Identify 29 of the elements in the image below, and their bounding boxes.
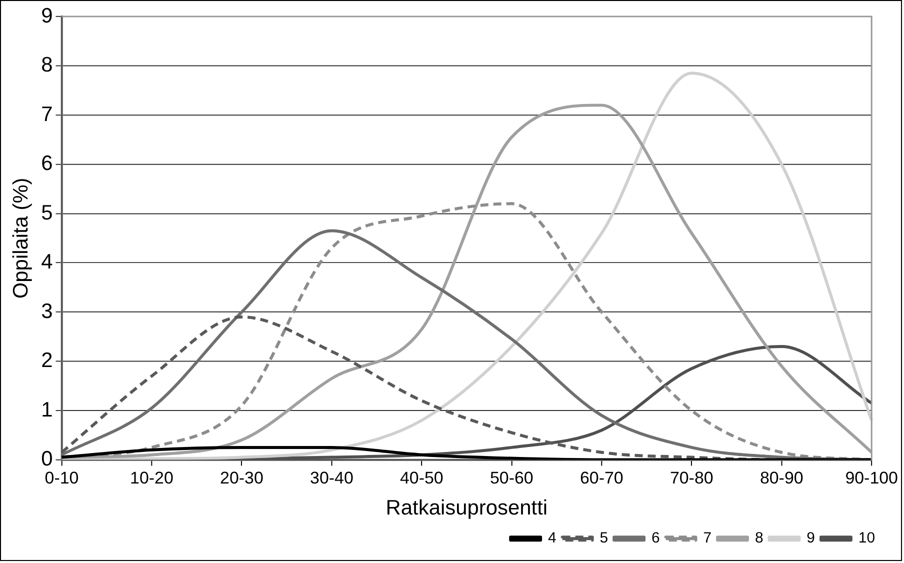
y-tick-label: 9 — [41, 4, 53, 28]
x-tick-label: 0-10 — [44, 468, 79, 488]
legend-label: 6 — [652, 530, 660, 547]
x-tick-label: 90-100 — [845, 468, 898, 488]
y-tick-label: 5 — [41, 201, 53, 224]
legend-label: 10 — [858, 530, 876, 547]
y-tick-label: 8 — [41, 54, 53, 77]
x-axis-title: Ratkaisuprosentti — [386, 496, 548, 520]
x-tick-label: 80-90 — [760, 468, 804, 488]
legend-label: 7 — [703, 530, 712, 547]
y-tick-label: 4 — [41, 250, 54, 274]
y-tick-label: 1 — [41, 398, 53, 422]
y-axis-title: Oppilaita (%) — [9, 178, 32, 299]
x-tick-label: 20-30 — [220, 468, 264, 488]
x-tick-label: 40-50 — [400, 468, 444, 488]
legend-label: 5 — [600, 530, 608, 547]
x-tick-label: 30-40 — [310, 468, 354, 488]
legend-label: 9 — [806, 530, 815, 547]
legend-label: 8 — [754, 530, 764, 547]
y-tick-label: 7 — [41, 102, 53, 126]
x-tick-label: 70-80 — [670, 468, 714, 488]
y-tick-label: 6 — [41, 152, 53, 176]
x-tick-label: 60-70 — [580, 468, 624, 488]
y-tick-label: 2 — [41, 349, 53, 372]
x-tick-label: 10-20 — [130, 468, 174, 488]
y-tick-label: 3 — [41, 300, 53, 323]
legend-label: 4 — [548, 530, 556, 547]
x-tick-label: 50-60 — [490, 468, 534, 488]
y-tick-label: 0 — [41, 448, 53, 471]
